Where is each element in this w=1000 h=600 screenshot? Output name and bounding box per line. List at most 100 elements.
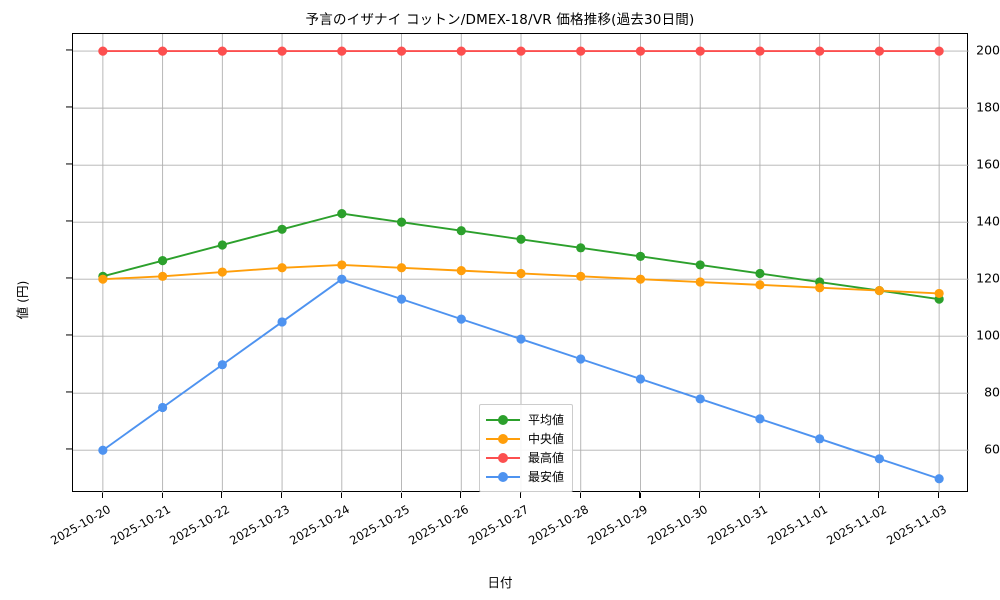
data-point — [934, 288, 944, 299]
data-point — [98, 445, 108, 455]
data-point — [217, 267, 227, 277]
data-point — [576, 354, 586, 364]
data-point — [635, 374, 646, 384]
data-point — [516, 334, 526, 344]
data-point — [576, 243, 586, 253]
x-tick-mark — [639, 492, 641, 498]
legend-marker-icon — [498, 452, 508, 463]
legend-item-最高値[interactable]: 最高値 — [486, 448, 564, 467]
legend-swatch-icon — [486, 452, 520, 464]
y-tick-label-100: 100 — [976, 327, 1000, 343]
legend-label: 中央値 — [528, 431, 565, 446]
x-tick-mark — [281, 492, 283, 498]
data-point — [396, 217, 407, 227]
data-point — [815, 434, 825, 444]
data-point — [934, 46, 944, 56]
x-tick-mark — [221, 492, 223, 498]
y-tick-label-200: 200 — [976, 42, 1000, 58]
data-point — [456, 314, 466, 324]
y-axis-label: 値 (円) — [14, 280, 30, 320]
data-point — [158, 402, 168, 413]
data-point — [396, 46, 407, 56]
y-tick-label-140: 140 — [976, 213, 1000, 229]
x-tick-mark — [460, 492, 462, 498]
data-point — [337, 274, 347, 284]
data-point — [934, 474, 944, 484]
data-point — [516, 46, 526, 56]
x-tick-mark — [520, 492, 522, 498]
x-tick-mark — [758, 492, 761, 498]
data-series-layer — [98, 46, 944, 484]
legend-item-最安値[interactable]: 最安値 — [486, 467, 564, 486]
legend-swatch-icon — [486, 471, 520, 483]
data-point — [217, 240, 227, 250]
data-point — [695, 277, 705, 287]
legend-swatch-icon — [486, 414, 520, 426]
data-point — [755, 280, 765, 290]
x-tick-mark — [818, 492, 820, 498]
legend-marker-icon — [498, 414, 508, 425]
data-point — [576, 46, 586, 56]
y-tick-mark — [66, 391, 72, 393]
y-tick-mark — [66, 277, 72, 279]
chart-title: 予言のイザナイ コットン/DMEX-18/VR 価格推移(過去30日間) — [305, 12, 695, 28]
data-point — [755, 268, 765, 279]
y-tick-mark — [66, 163, 72, 165]
data-point — [576, 271, 586, 281]
y-tick-label-160: 160 — [976, 156, 1000, 172]
x-tick-mark — [400, 492, 402, 498]
x-tick-mark — [699, 492, 701, 498]
data-point — [695, 46, 705, 56]
data-point — [755, 414, 765, 424]
x-tick-mark — [878, 492, 880, 498]
legend-marker-icon — [498, 433, 508, 444]
data-point — [277, 224, 287, 234]
data-point — [874, 285, 885, 296]
y-tick-mark — [66, 334, 72, 336]
series-最安値 — [98, 274, 944, 484]
data-point — [217, 46, 227, 56]
legend-item-平均値[interactable]: 平均値 — [486, 410, 564, 429]
y-tick-mark — [66, 220, 72, 222]
data-point — [158, 46, 168, 56]
y-tick-label-80: 80 — [984, 384, 1000, 400]
data-point — [277, 263, 287, 273]
y-tick-mark — [66, 49, 72, 51]
data-point — [874, 46, 885, 56]
legend-label: 最安値 — [528, 469, 565, 484]
data-point — [396, 294, 407, 304]
data-point — [695, 394, 705, 404]
legend-item-中央値[interactable]: 中央値 — [486, 429, 564, 448]
data-point — [158, 271, 168, 281]
data-point — [815, 46, 825, 56]
data-point — [277, 317, 287, 327]
data-point — [516, 234, 526, 244]
data-point — [337, 46, 347, 56]
series-中央値 — [98, 260, 944, 299]
x-tick-mark — [340, 492, 342, 498]
data-point — [98, 46, 108, 56]
x-tick-mark — [161, 492, 163, 498]
y-tick-label-120: 120 — [976, 270, 1000, 286]
legend-label: 平均値 — [528, 412, 565, 427]
data-point — [874, 454, 885, 464]
data-point — [456, 226, 466, 236]
data-point — [755, 46, 765, 56]
y-tick-mark — [66, 448, 72, 450]
x-tick-mark — [938, 492, 940, 498]
data-point — [815, 283, 825, 293]
y-tick-mark — [66, 106, 72, 108]
series-最高値 — [98, 46, 944, 56]
chart-legend: 平均値中央値最高値最安値 — [479, 404, 574, 492]
data-point — [516, 268, 526, 279]
data-point — [635, 274, 646, 284]
data-point — [635, 46, 646, 56]
x-tick-mark — [579, 492, 581, 498]
legend-marker-icon — [498, 471, 508, 482]
data-point — [456, 266, 466, 276]
data-point — [337, 260, 347, 270]
x-axis-label: 日付 — [487, 575, 513, 590]
data-point — [98, 274, 108, 284]
y-tick-label-180: 180 — [976, 99, 1000, 115]
legend-label: 最高値 — [528, 450, 565, 465]
